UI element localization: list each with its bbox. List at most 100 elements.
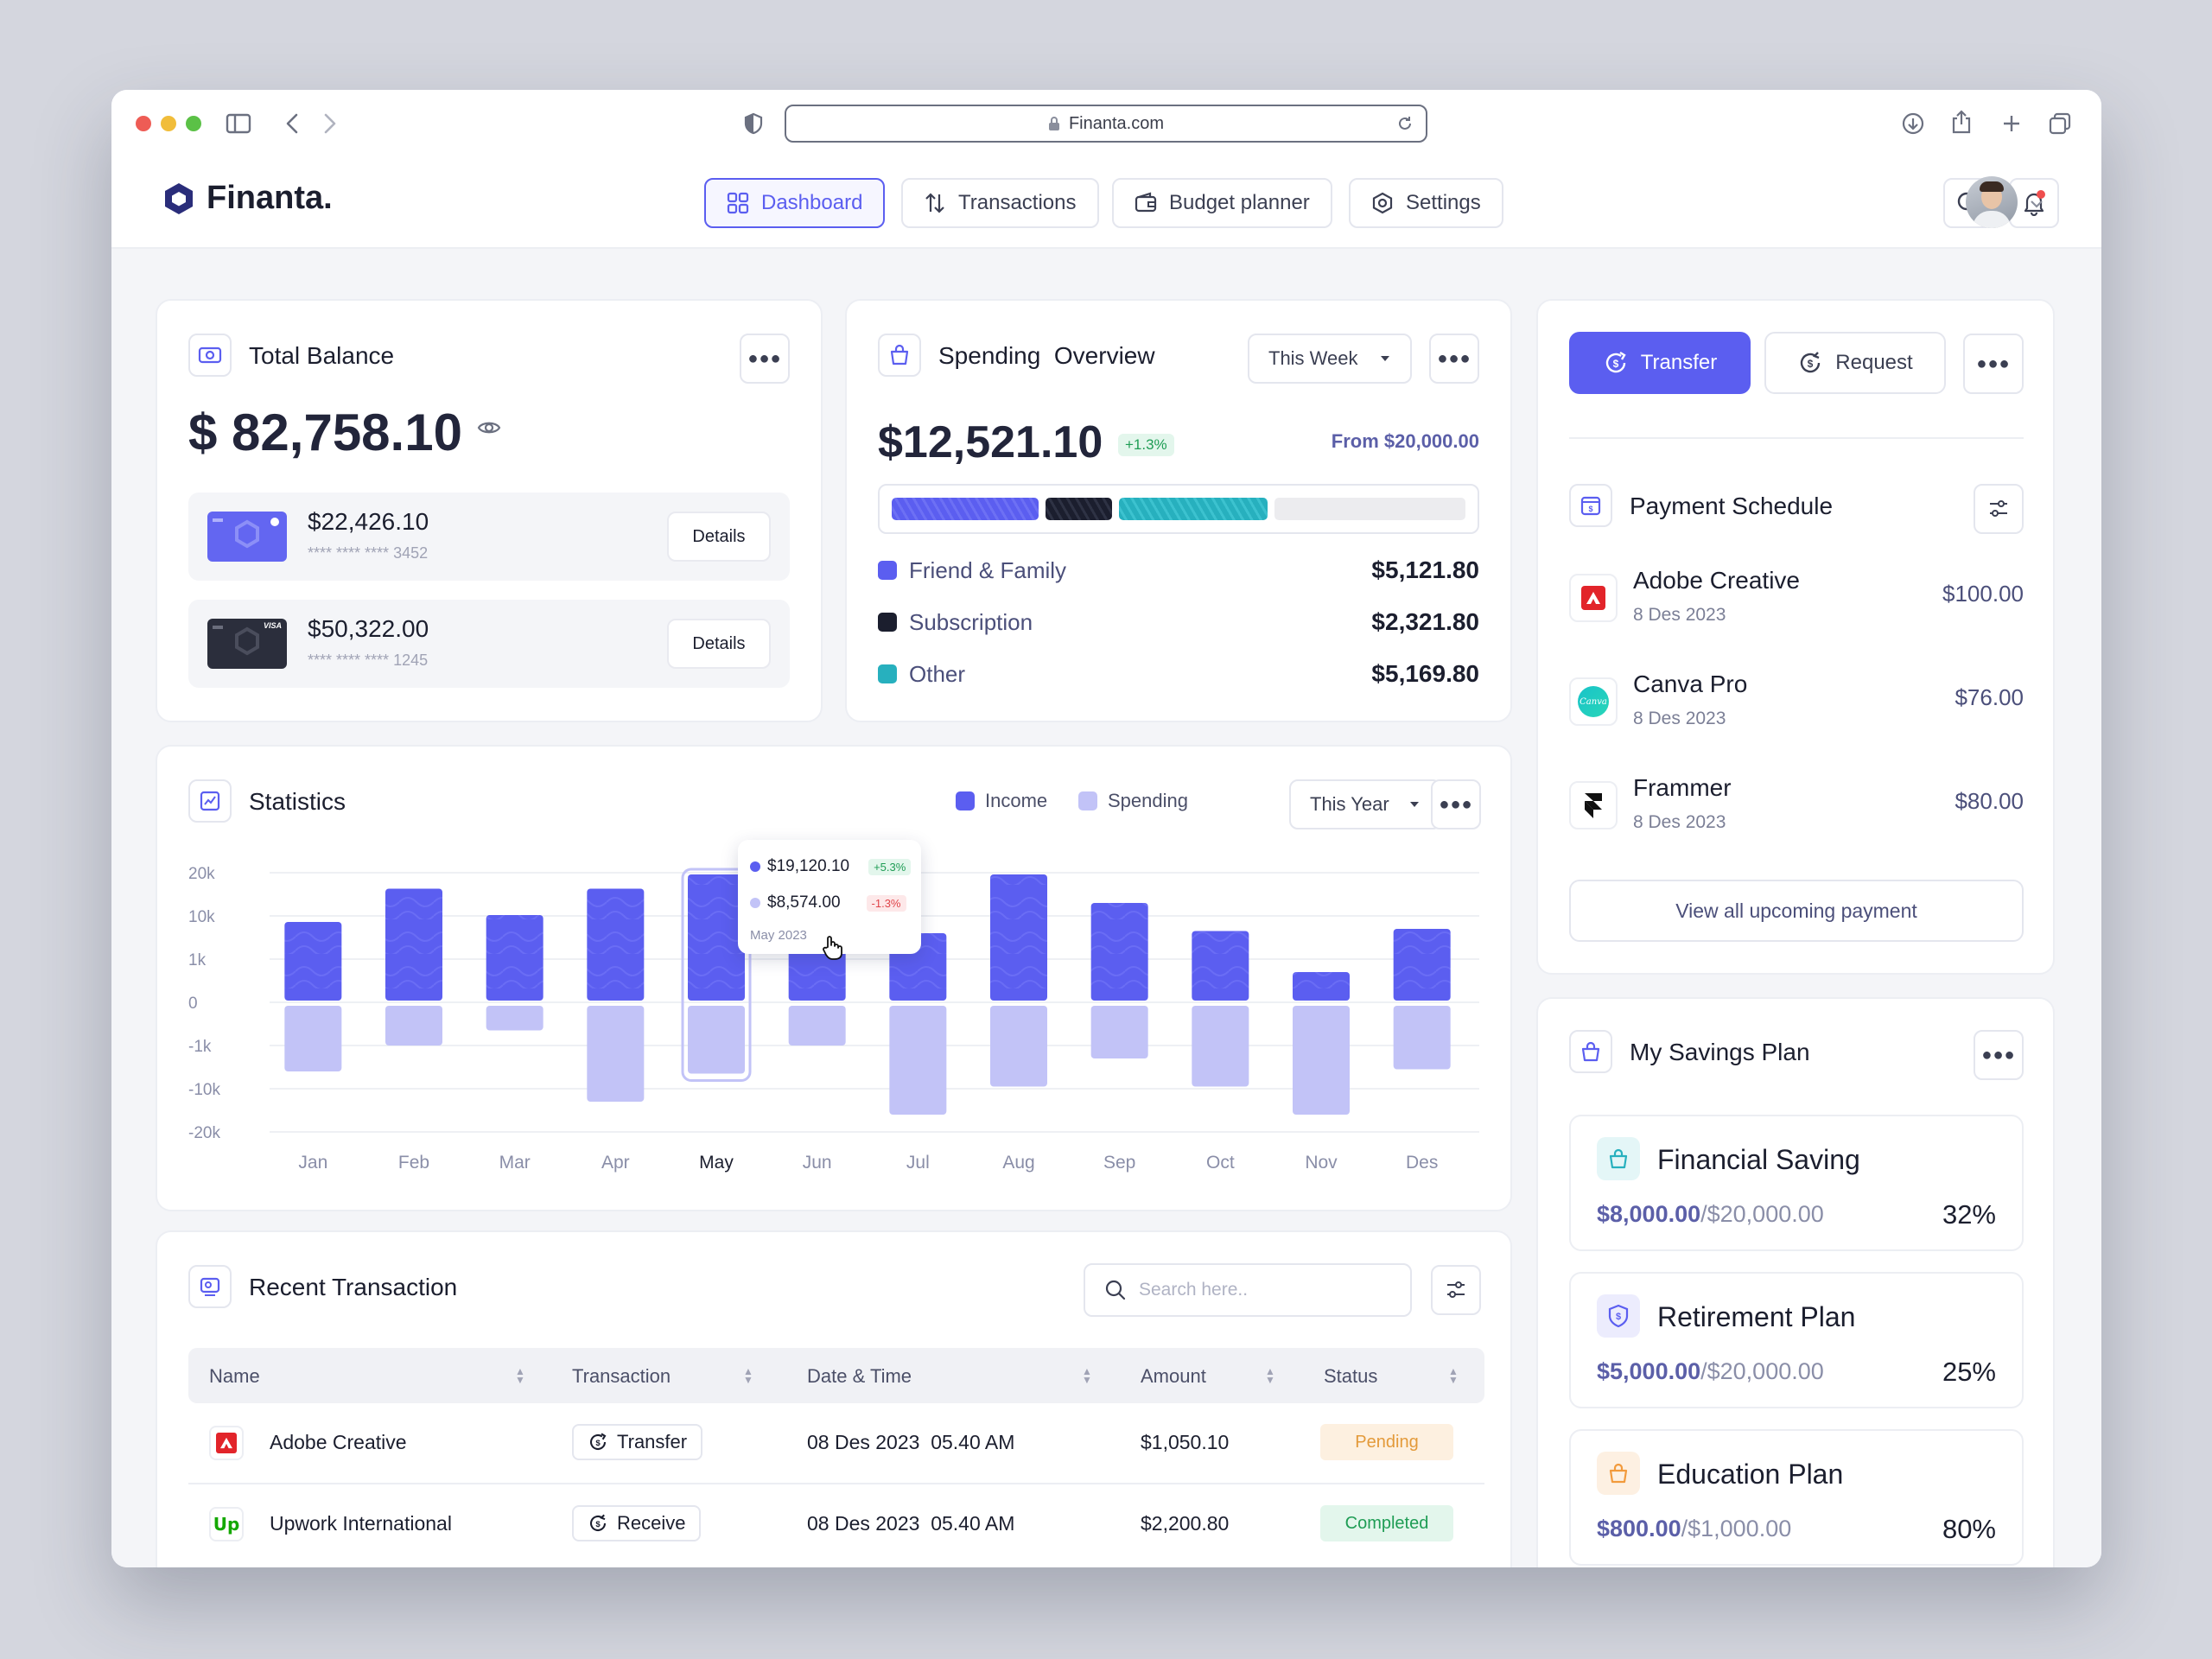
spending-period-dropdown[interactable]: This Week [1248,334,1412,384]
close-window-button[interactable] [136,116,151,131]
spending-bar-jun [788,1006,846,1046]
income-bar-nov [1293,972,1350,1001]
download-icon[interactable] [1898,109,1928,138]
spending-bar-may [688,1006,745,1074]
x-tick-label: Jun [803,1153,832,1173]
category-name: Other [909,660,966,687]
education-plan-icon [1597,1452,1640,1495]
brand-logo[interactable]: Finanta. [163,180,333,217]
caret-down-icon [1410,802,1419,807]
balance-more-button[interactable]: ●●● [740,334,790,384]
legend-swatch-spending [1078,791,1097,810]
payment-name: Adobe Creative [1633,567,1801,594]
nav-dashboard-label: Dashboard [761,191,863,214]
tooltip-income-dot [750,861,760,872]
sort-icon[interactable]: ▲ ▼ [1448,1365,1459,1386]
request-icon: $ [1801,352,1821,373]
spending-more-button[interactable]: ●●● [1429,334,1479,384]
nav-settings[interactable]: Settings [1349,178,1503,228]
y-tick-label: 20k [188,865,215,883]
column-header-amount[interactable]: Amount [1141,1365,1206,1387]
statistics-period-dropdown[interactable]: This Year [1289,779,1441,830]
payment-item[interactable]: Adobe Creative 8 Des 2023 $100.00 [1569,560,2024,638]
receive-icon: $ [589,1514,607,1531]
reload-icon[interactable] [1396,115,1414,132]
income-bar-sep [1090,903,1148,1001]
savings-plan-title: My Savings Plan [1630,1039,1810,1065]
sidebar-toggle-icon[interactable] [224,109,253,138]
spending-segment-remaining [1274,498,1465,520]
payment-amount: $76.00 [1955,684,2024,710]
transaction-search-input[interactable]: Search here.. [1084,1263,1412,1317]
table-row[interactable]: Up Upwork International $ Receive 08 Des… [188,1484,1484,1566]
transaction-filter-button[interactable] [1431,1265,1481,1315]
address-bar[interactable]: Finanta.com [785,105,1427,143]
payment-item[interactable]: Frammer 8 Des 2023 $80.00 [1569,767,2024,845]
view-all-payments-button[interactable]: View all upcoming payment [1569,880,2024,942]
avatar[interactable] [1966,176,2018,228]
column-header-transaction[interactable]: Transaction [572,1365,671,1387]
actions-more-button[interactable]: ●●● [1963,334,2024,394]
status-badge: Pending [1320,1424,1453,1460]
tab-overview-icon[interactable] [2045,109,2075,138]
tooltip-income-row: $19,120.10 +5.3% [750,857,912,876]
balance-icon [188,334,232,377]
sort-icon[interactable]: ▲ ▼ [743,1365,753,1386]
income-bar-oct [1192,931,1249,1001]
request-button[interactable]: $ Request [1764,332,1946,394]
nav-budget-planner[interactable]: Budget planner [1112,178,1332,228]
statistics-card: Statistics Income Spending This Year ●●●… [156,745,1512,1211]
savings-plan-item[interactable]: Financial Saving $8,000.00/$20,000.00 32… [1569,1115,2024,1251]
transfer-button[interactable]: $ Transfer [1569,332,1751,394]
column-header-status[interactable]: Status [1324,1365,1378,1387]
grid-icon [727,192,749,214]
share-icon[interactable] [1947,107,1976,137]
transfer-icon: $ [1605,351,1626,373]
back-icon[interactable] [279,109,305,138]
nav-transactions[interactable]: Transactions [901,178,1099,228]
payment-name: Frammer [1633,774,1732,801]
new-tab-icon[interactable] [1997,109,2026,138]
sort-icon[interactable]: ▲ ▼ [515,1365,525,1386]
payment-item[interactable]: Canva Canva Pro 8 Des 2023 $76.00 [1569,664,2024,741]
column-header-datetime[interactable]: Date & Time [807,1365,912,1387]
statistics-more-button[interactable]: ●●● [1431,779,1481,830]
chart-tooltip: $19,120.10 +5.3% $8,574.00 -1.3% May 202… [738,840,921,954]
nav-settings-label: Settings [1406,191,1481,214]
svg-text:$: $ [1588,505,1592,513]
payment-schedule-title: Payment Schedule [1630,493,1834,519]
card-details-button[interactable]: Details [667,619,771,669]
legend-income: Income [956,790,1047,812]
plan-target: /$20,000.00 [1700,1358,1824,1384]
spending-segment-other [1119,498,1268,520]
forward-icon[interactable] [317,109,343,138]
sort-icon[interactable]: ▲ ▼ [1082,1365,1092,1386]
sliders-icon [1990,500,2007,517]
savings-more-button[interactable]: ●●● [1974,1030,2024,1080]
maximize-window-button[interactable] [186,116,201,131]
account-menu-chevron-icon[interactable] [2026,194,2047,214]
table-row[interactable]: Adobe Creative $ Transfer 08 Des 2023 05… [188,1403,1484,1484]
plan-percent: 32% [1942,1199,1996,1230]
calendar-icon: $ [1569,484,1612,527]
column-header-name[interactable]: Name [209,1365,260,1387]
card-balance: $22,426.10 [308,508,429,535]
eye-icon[interactable] [477,418,501,442]
transaction-type-pill: $ Receive [572,1505,702,1541]
x-tick-label: May [699,1153,734,1173]
payment-date: 8 Des 2023 [1633,812,1726,832]
plan-name: Education Plan [1657,1459,1844,1490]
finanta-logo-icon [165,182,193,214]
sort-icon[interactable]: ▲ ▼ [1265,1365,1275,1386]
x-tick-label: Nov [1305,1153,1338,1173]
x-tick-label: Apr [601,1153,630,1173]
schedule-filter-button[interactable] [1974,484,2024,534]
financial-saving-icon [1597,1137,1640,1180]
savings-plan-item[interactable]: Education Plan $800.00/$1,000.00 80% [1569,1429,2024,1566]
privacy-shield-icon[interactable] [741,111,766,137]
nav-dashboard[interactable]: Dashboard [704,178,886,228]
minimize-window-button[interactable] [161,116,176,131]
more-icon: ●●● [747,348,782,368]
card-details-button[interactable]: Details [667,512,771,562]
savings-plan-item[interactable]: $ Retirement Plan $5,000.00/$20,000.00 2… [1569,1272,2024,1408]
